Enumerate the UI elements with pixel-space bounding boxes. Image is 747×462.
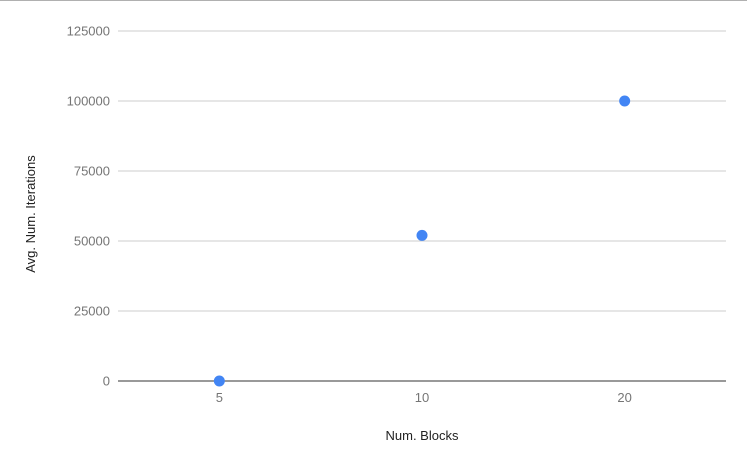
x-tick-label: 10 bbox=[415, 390, 429, 405]
x-axis-ticks: 5 10 20 bbox=[216, 390, 632, 405]
y-tick-label: 125000 bbox=[67, 24, 110, 39]
top-border bbox=[0, 0, 747, 1]
y-tick-label: 25000 bbox=[74, 304, 110, 319]
y-axis-ticks: 0 25000 50000 75000 100000 125000 bbox=[67, 24, 110, 389]
gridlines bbox=[118, 30, 726, 312]
x-tick-label: 5 bbox=[216, 390, 223, 405]
data-point bbox=[619, 95, 631, 107]
y-tick-label: 75000 bbox=[74, 164, 110, 179]
x-tick-label: 20 bbox=[617, 390, 631, 405]
y-tick-label: 100000 bbox=[67, 94, 110, 109]
y-tick-label: 0 bbox=[103, 374, 110, 389]
data-point bbox=[416, 229, 428, 241]
data-points bbox=[213, 95, 631, 387]
y-axis-title: Avg. Num. Iterations bbox=[23, 155, 38, 273]
data-point bbox=[213, 375, 225, 387]
x-axis-title: Num. Blocks bbox=[386, 428, 459, 443]
y-tick-label: 50000 bbox=[74, 234, 110, 249]
